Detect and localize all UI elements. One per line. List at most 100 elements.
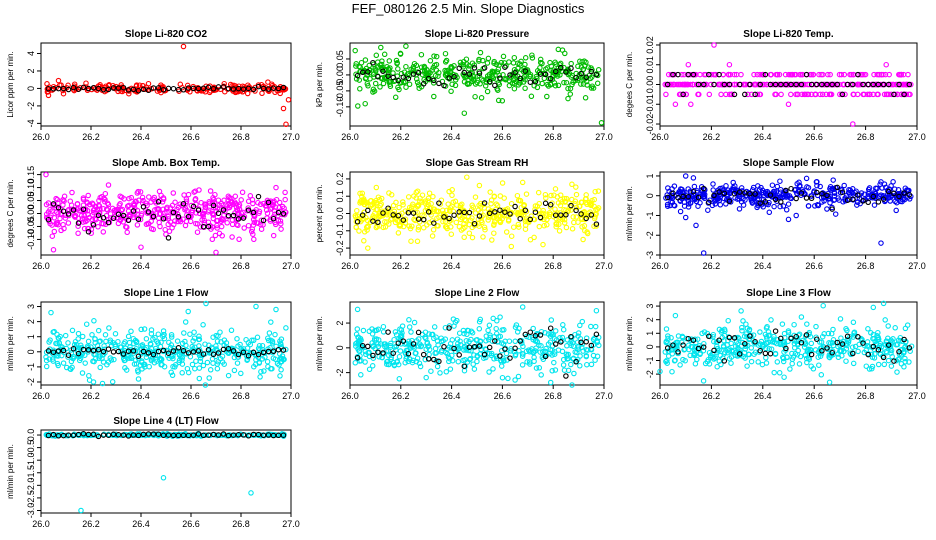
reference-point xyxy=(891,358,897,364)
data-point xyxy=(60,197,66,203)
x-tick-label: 26.8 xyxy=(232,519,250,529)
data-point xyxy=(697,351,703,358)
data-point xyxy=(372,218,378,225)
reference-point xyxy=(839,189,846,195)
data-point xyxy=(695,203,701,209)
reference-point xyxy=(436,358,442,365)
data-point xyxy=(112,331,119,337)
data-point xyxy=(488,201,494,207)
reference-point xyxy=(527,79,534,85)
reference-point xyxy=(896,81,902,88)
reference-point xyxy=(486,210,493,217)
data-point xyxy=(403,84,409,90)
data-point xyxy=(95,224,101,230)
reference-point xyxy=(593,221,600,227)
reference-point xyxy=(225,85,232,92)
data-point xyxy=(495,338,501,345)
data-point xyxy=(669,368,675,375)
data-point xyxy=(210,360,216,366)
reference-point xyxy=(706,71,712,78)
data-point xyxy=(497,193,504,199)
data-point xyxy=(679,186,685,193)
reference-point xyxy=(855,334,861,340)
data-point xyxy=(148,199,154,205)
outlier-point xyxy=(213,249,219,256)
data-point xyxy=(898,91,905,98)
data-point xyxy=(74,201,81,207)
data-point xyxy=(791,81,797,88)
data-point xyxy=(552,328,559,334)
data-point xyxy=(369,363,376,369)
data-point xyxy=(489,68,495,75)
data-point xyxy=(408,329,414,335)
data-point xyxy=(426,346,433,353)
data-point xyxy=(75,330,82,337)
reference-point xyxy=(870,193,877,200)
data-point xyxy=(60,360,67,366)
data-point xyxy=(830,337,837,343)
data-point xyxy=(515,221,522,228)
data-point xyxy=(825,71,831,78)
outlier-point xyxy=(45,92,52,99)
reference-point xyxy=(380,210,386,216)
data-point xyxy=(464,359,471,365)
data-point xyxy=(424,339,431,346)
reference-point xyxy=(100,215,107,221)
data-point xyxy=(54,196,61,203)
data-point xyxy=(164,204,170,211)
reference-point xyxy=(476,343,483,349)
reference-point xyxy=(75,86,82,92)
data-point xyxy=(414,238,421,245)
reference-point xyxy=(125,87,132,93)
data-point xyxy=(519,353,526,359)
reference-point xyxy=(280,84,287,91)
data-point xyxy=(501,327,507,333)
data-point xyxy=(687,352,693,359)
data-point xyxy=(847,81,854,88)
data-point xyxy=(898,71,904,78)
reference-point xyxy=(55,433,62,439)
data-point xyxy=(491,60,497,66)
data-point xyxy=(571,370,577,377)
data-point xyxy=(716,347,722,353)
data-point xyxy=(446,344,453,350)
reference-point xyxy=(819,190,825,197)
data-point xyxy=(534,339,541,345)
outlier-point xyxy=(253,303,259,310)
data-point xyxy=(183,342,189,349)
reference-point xyxy=(135,432,142,439)
data-point xyxy=(551,351,558,357)
data-point xyxy=(364,223,371,229)
reference-point xyxy=(476,70,483,76)
data-point xyxy=(730,179,736,186)
reference-point xyxy=(875,199,882,205)
data-point xyxy=(476,182,483,189)
data-point xyxy=(84,200,91,206)
data-point xyxy=(533,345,539,351)
outlier-point xyxy=(105,182,112,188)
data-point xyxy=(786,71,792,78)
outlier-point xyxy=(362,100,368,107)
data-point xyxy=(488,197,495,203)
data-point xyxy=(526,219,532,226)
reference-point xyxy=(125,433,132,439)
data-point xyxy=(78,351,84,357)
data-point xyxy=(185,191,192,198)
plot-frame xyxy=(349,42,605,127)
reference-point xyxy=(359,212,366,218)
data-point xyxy=(512,351,519,358)
reference-point xyxy=(736,81,743,88)
data-point xyxy=(486,350,493,357)
data-point xyxy=(476,202,482,209)
data-point xyxy=(679,71,685,78)
data-point xyxy=(375,343,382,350)
outlier-point xyxy=(273,184,279,191)
reference-point xyxy=(170,348,177,354)
data-point xyxy=(772,91,778,98)
data-point xyxy=(472,210,479,216)
data-point xyxy=(476,318,483,325)
data-point xyxy=(155,206,162,212)
data-point xyxy=(456,223,463,230)
data-point xyxy=(264,358,271,365)
reference-point xyxy=(365,207,371,214)
